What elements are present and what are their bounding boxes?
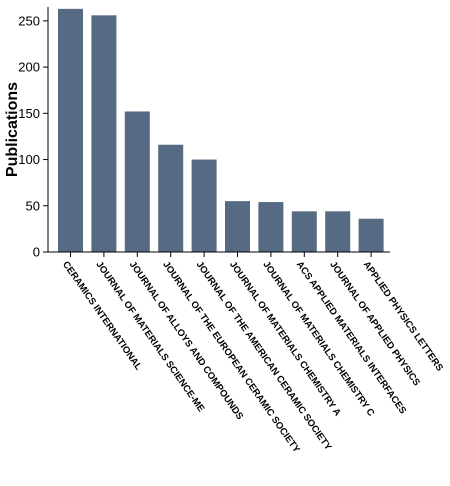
- y-axis-label: Publications: [4, 82, 21, 177]
- bar: [124, 111, 150, 252]
- y-tick-label: 0: [33, 245, 40, 260]
- bars-group: [58, 8, 384, 252]
- x-axis: [48, 251, 390, 257]
- bar: [91, 15, 117, 252]
- bar: [258, 202, 284, 252]
- bar: [58, 8, 83, 252]
- bar: [191, 159, 217, 252]
- y-tick-label: 150: [18, 106, 40, 121]
- y-tick-label: 250: [18, 13, 40, 28]
- y-tick-label: 200: [18, 60, 40, 75]
- y-tick-label: 100: [18, 152, 40, 167]
- bar: [325, 211, 351, 252]
- bar: [225, 201, 250, 252]
- y-axis: 0 50 100 150 200 250: [18, 7, 49, 260]
- bar: [291, 211, 317, 252]
- bar: [158, 144, 184, 252]
- bar: [358, 218, 384, 252]
- y-tick-label: 50: [26, 198, 40, 213]
